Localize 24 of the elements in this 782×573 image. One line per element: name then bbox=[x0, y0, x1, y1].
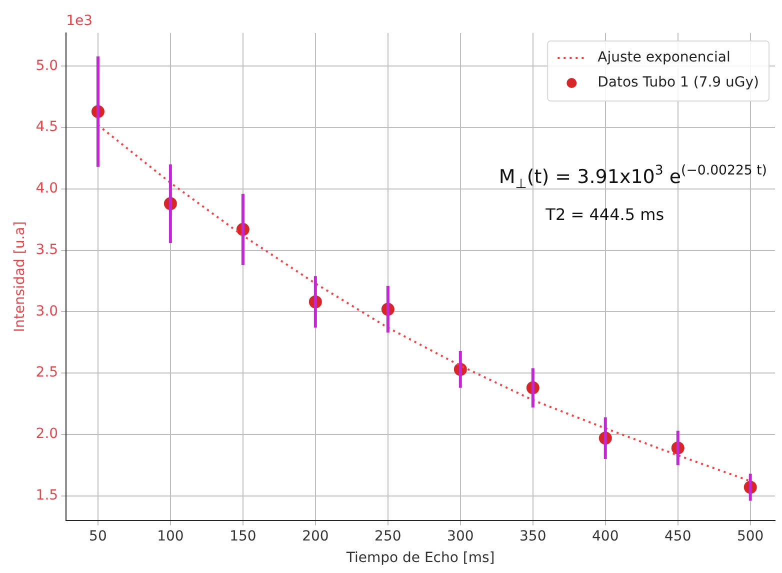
y-tick-label: 4.0 bbox=[36, 180, 58, 197]
x-tick-label: 300 bbox=[447, 528, 474, 544]
x-tick-label: 50 bbox=[89, 528, 107, 544]
y-tick-label: 2.0 bbox=[36, 426, 58, 442]
x-tick-label: 450 bbox=[664, 528, 692, 544]
x-tick-label: 100 bbox=[157, 528, 184, 544]
y-tick-label: 4.5 bbox=[36, 119, 58, 136]
annotation: T2 = 444.5 ms bbox=[544, 205, 664, 224]
legend-label: Ajuste exponencial bbox=[598, 50, 730, 66]
x-tick-label: 150 bbox=[230, 528, 256, 544]
x-tick-label: 500 bbox=[736, 528, 764, 544]
y-tick-label: 3.5 bbox=[36, 242, 58, 258]
x-tick-label: 200 bbox=[302, 528, 329, 544]
y-tick-label: 1.5 bbox=[36, 487, 58, 504]
x-tick-label: 400 bbox=[592, 528, 619, 544]
text: 1e3 bbox=[66, 13, 92, 29]
x-tick-label: 350 bbox=[520, 528, 546, 544]
y-axis-title: Intensidad [u.a] bbox=[12, 221, 28, 332]
y-tick-label: 5.0 bbox=[36, 58, 58, 74]
y-tick-label: 2.5 bbox=[36, 364, 58, 381]
legend-label: Datos Tubo 1 (7.9 uGy) bbox=[598, 74, 760, 91]
x-axis-title: Tiempo de Echo [ms] bbox=[345, 550, 495, 566]
y-tick-label: 3.0 bbox=[36, 303, 58, 320]
x-tick-label: 250 bbox=[374, 528, 402, 544]
